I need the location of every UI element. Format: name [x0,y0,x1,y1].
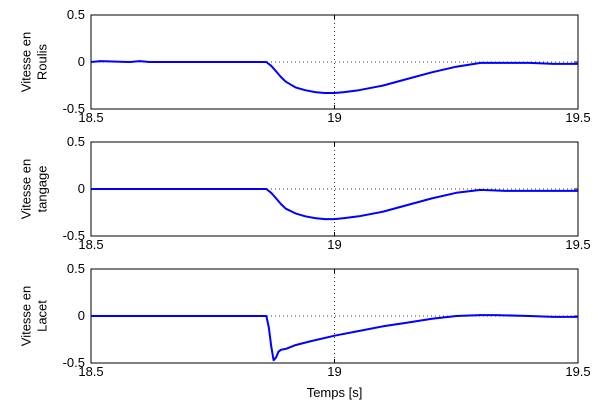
y-axis-label-line-1: Vitesse en [18,159,33,219]
y-axis-label-line-2: tangage [34,166,49,213]
y-tick-label: 0.5 [67,261,85,276]
x-tick-label: 18.5 [78,237,103,252]
y-axis-label-line-1: Vitesse en [18,286,33,346]
x-axis-label: Temps [s] [307,385,363,400]
x-tick-label: 19.5 [565,364,590,379]
y-tick-label: 0 [78,308,85,323]
x-tick-label: 18.5 [78,364,103,379]
y-tick-label: 0.5 [67,134,85,149]
subplot-lacet: Vitesse en Lacet Temps [s] 18.5 19 19.5 0.5… [18,261,590,400]
x-tick-label: 19.5 [565,110,590,125]
x-tick-label: 19 [327,364,341,379]
x-tick-label: 19 [327,110,341,125]
series-line-0 [91,188,578,221]
x-tick-label: 19.5 [565,237,590,252]
y-axis-label-line-1: Vitesse en [18,32,33,92]
x-tick-label: 18.5 [78,110,103,125]
x-tick-label: 19 [327,237,341,252]
subplot-roulis: Vitesse en Roulis 18.5 19 19.5 0.5 0 -0.5 [18,7,590,125]
y-axis-label-line-2: Roulis [34,43,49,80]
series-line-0 [90,60,578,94]
y-tick-label: -0.5 [63,355,85,370]
y-tick-label: -0.5 [63,101,85,116]
y-tick-label: 0.5 [67,7,85,22]
series-line-0 [91,314,578,362]
y-tick-label: 0 [78,181,85,196]
y-tick-label: 0 [78,54,85,69]
subplot-tangage: Vitesse en tangage 18.5 19 19.5 0.5 0 -0.5 [18,134,590,252]
y-tick-label: -0.5 [63,228,85,243]
y-axis-label-line-2: Lacet [34,300,49,332]
